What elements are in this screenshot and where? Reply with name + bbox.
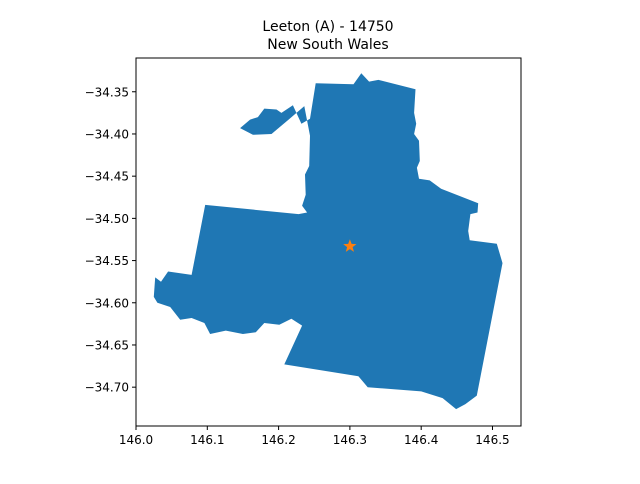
- axes: 146.0 146.1 146.2 146.3 146.4 146.5 −34.35 −34.…: [85, 57, 522, 447]
- x-tick-label: 146.1: [190, 433, 224, 447]
- y-tick-label: −34.35: [85, 85, 129, 99]
- y-tick-label: −34.45: [85, 170, 129, 184]
- centroid-star-icon: [343, 239, 357, 252]
- axes-frame: [135, 57, 522, 427]
- plot-area: [153, 73, 503, 410]
- y-tick-label: −34.50: [85, 212, 129, 226]
- y-tick-label: −34.65: [85, 338, 129, 352]
- y-tick-label: −34.60: [85, 296, 129, 310]
- x-tick-label: 146.0: [119, 433, 153, 447]
- map-title-line1: Leeton (A) - 14750: [262, 19, 393, 35]
- x-tick-label: 146.2: [261, 433, 295, 447]
- y-tick-label: −34.55: [85, 254, 129, 268]
- y-tick-label: −34.40: [85, 127, 129, 141]
- x-tick-label: 146.5: [475, 433, 509, 447]
- map-title-line2: New South Wales: [267, 37, 388, 53]
- region-boundary: [153, 73, 503, 410]
- y-tick-label: −34.70: [85, 381, 129, 395]
- x-tick-label: 146.4: [404, 433, 438, 447]
- x-tick-label: 146.3: [333, 433, 367, 447]
